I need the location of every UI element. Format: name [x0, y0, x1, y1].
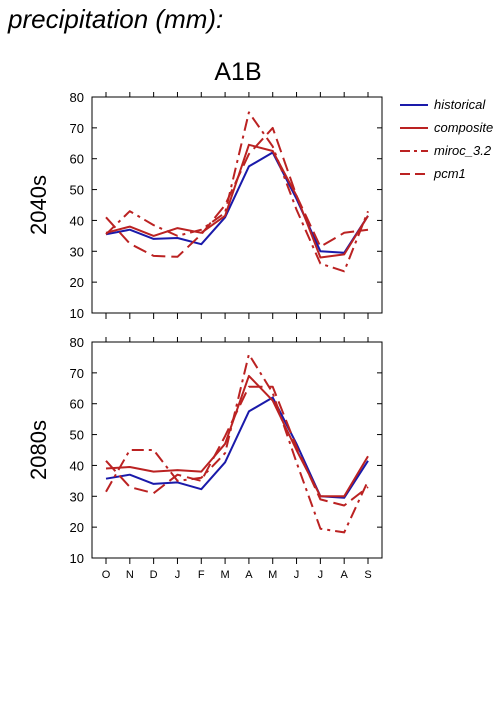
series-line-pcm1	[105, 126, 369, 258]
y-tick-label: 30	[70, 489, 84, 504]
x-tick-label: S	[364, 569, 371, 581]
series-line-historical	[105, 151, 369, 254]
x-tick-label: M	[268, 569, 277, 581]
x-tick-label: A	[245, 569, 253, 581]
panel-2080s: 10 20 30 40 50 60 70 80 O N D J F M A M J J A S 2080s	[26, 335, 383, 581]
series-line-miroc	[105, 353, 369, 534]
y-tick-label: 30	[70, 244, 84, 259]
x-tick-label: O	[102, 569, 111, 581]
legend-label-composite: composite	[434, 120, 493, 135]
y-tick-label: 50	[70, 428, 84, 443]
legend-label-historical: historical	[434, 97, 486, 112]
x-tick-label: J	[175, 569, 181, 581]
legend-label-pcm1: pcm1	[433, 166, 466, 181]
y-tick-label: 40	[70, 213, 84, 228]
x-tick-label: F	[198, 569, 205, 581]
y-tick-label: 20	[70, 275, 84, 290]
y-tick-label: 40	[70, 458, 84, 473]
series-line-miroc	[105, 111, 369, 273]
y-tick-label: 70	[70, 366, 84, 381]
y-tick-label: 80	[70, 335, 84, 350]
chart-title: A1B	[214, 58, 261, 86]
x-tick-label: J	[294, 569, 300, 581]
plot-frame	[91, 341, 383, 559]
y-tick-label: 60	[70, 152, 84, 167]
legend: historical composite miroc_3.2 pcm1	[400, 97, 493, 181]
y-tick-label: 80	[70, 90, 84, 105]
y-tick-label: 10	[70, 551, 84, 566]
x-tick-label: N	[126, 569, 134, 581]
panel-2040s: 10 20 30 40 50 60 70 80 2040s	[26, 90, 383, 321]
panel-label: 2040s	[26, 175, 51, 235]
y-tick-label: 70	[70, 121, 84, 136]
page-title: precipitation (mm):	[7, 4, 223, 34]
y-tick-label: 50	[70, 183, 84, 198]
plot-frame	[91, 96, 383, 314]
panel-label: 2080s	[26, 420, 51, 480]
x-tick-label: M	[221, 569, 230, 581]
x-tick-label: D	[150, 569, 158, 581]
y-tick-label: 60	[70, 397, 84, 412]
x-tick-label: A	[341, 569, 349, 581]
series-line-pcm1	[105, 385, 369, 507]
series-line-composite	[105, 374, 369, 498]
x-tick-label: J	[318, 569, 324, 581]
y-tick-label: 10	[70, 306, 84, 321]
y-tick-label: 20	[70, 520, 84, 535]
legend-label-miroc: miroc_3.2	[434, 143, 492, 158]
